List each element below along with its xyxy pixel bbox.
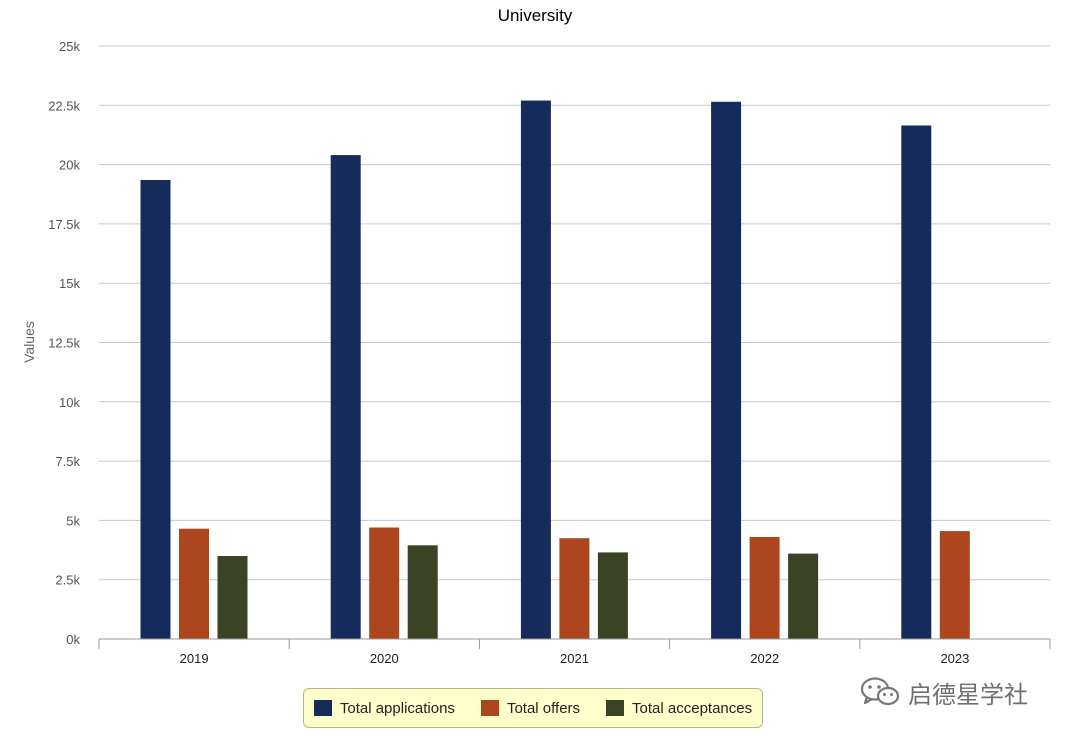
x-tick-label: 2021 — [560, 651, 589, 666]
bar-acceptances-2020 — [407, 545, 438, 639]
y-tick-label: 15k — [59, 276, 80, 291]
bar-chart: University Values 0k 2.5k 5k 7.5k 10k 12.5k 15… — [21, 6, 1051, 666]
wechat-icon — [860, 677, 900, 706]
x-tick-label: 2019 — [180, 651, 209, 666]
watermark: 启德星学社 — [860, 672, 1028, 712]
y-axis-ticks: 0k 2.5k 5k 7.5k 10k 12.5k 15k 17.5k 20k 22.5k 25k — [48, 39, 80, 647]
y-tick-label: 22.5k — [48, 98, 80, 113]
y-tick-label: 12.5k — [48, 336, 80, 351]
y-tick-label: 5k — [66, 513, 80, 528]
legend-item-applications: Total applications — [313, 699, 455, 717]
x-axis: 2019 2020 2021 2022 2023 — [98, 638, 1051, 666]
bar-acceptances-2022 — [788, 553, 819, 639]
legend-label-applications: Total applications — [339, 699, 455, 717]
bar-offers-2023 — [939, 531, 970, 639]
bar-acceptances-2019 — [217, 555, 248, 639]
y-tick-label: 10k — [59, 395, 80, 410]
bar-applications-2021 — [520, 100, 551, 639]
y-tick-label: 7.5k — [55, 454, 80, 469]
x-tick-label: 2023 — [940, 651, 969, 666]
bar-offers-2021 — [559, 538, 590, 639]
chart-title: University — [498, 6, 573, 25]
y-tick-label: 17.5k — [48, 217, 80, 232]
legend-swatch-applications — [313, 700, 332, 716]
x-tick-label: 2020 — [370, 651, 399, 666]
x-tick-label: 2022 — [750, 651, 779, 666]
legend-label-acceptances: Total acceptances — [632, 699, 753, 717]
legend-swatch-acceptances — [606, 700, 625, 716]
bar-applications-2023 — [901, 125, 932, 640]
bar-offers-2020 — [369, 527, 400, 639]
bars — [140, 100, 970, 640]
legend-item-acceptances: Total acceptances — [606, 700, 752, 717]
bar-offers-2022 — [749, 537, 780, 639]
gridlines — [99, 45, 1050, 640]
bar-applications-2020 — [330, 155, 361, 639]
y-tick-label: 2.5k — [55, 573, 80, 588]
y-tick-label: 0k — [66, 632, 80, 647]
bar-offers-2019 — [179, 528, 209, 639]
bar-acceptances-2021 — [597, 552, 628, 639]
bar-applications-2019 — [140, 180, 171, 639]
legend: Total applications Total offers Total ac… — [303, 688, 763, 728]
y-tick-label: 25k — [59, 39, 80, 54]
legend-item-offers: Total offers — [480, 699, 581, 717]
bar-applications-2022 — [711, 101, 742, 639]
y-tick-label: 20k — [59, 158, 80, 173]
watermark-text: 启德星学社 — [908, 680, 1028, 709]
y-axis-label: Values — [21, 321, 37, 363]
legend-label-offers: Total offers — [506, 699, 581, 717]
legend-swatch-offers — [480, 700, 499, 716]
